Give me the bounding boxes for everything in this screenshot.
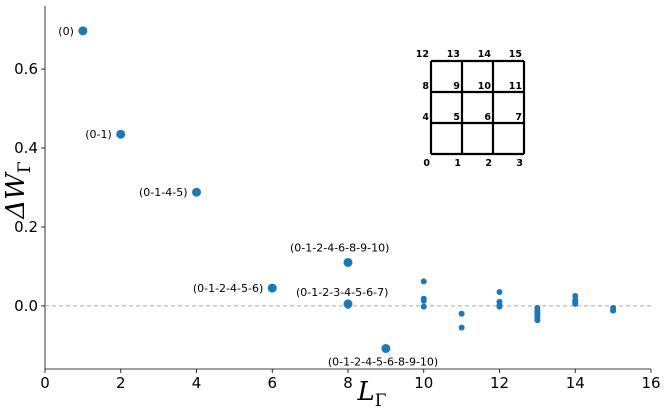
labeled-data-point	[78, 26, 88, 36]
x-tick-label: 12	[490, 374, 509, 392]
point-label: (0-1-2-4-6-8-9-10)	[290, 241, 389, 254]
axes: 0 2 4 6 8 10 12 14 160.00.20.40.6	[14, 6, 661, 392]
x-tick-label: 6	[267, 374, 277, 392]
data-point	[496, 303, 503, 310]
x-axis-label: LΓ	[356, 377, 386, 408]
lattice-site-label: 8	[422, 81, 429, 92]
lattice-site-label: 1	[454, 158, 461, 169]
lattice-site-label: 13	[447, 49, 460, 60]
data-point	[458, 310, 465, 317]
point-label: (0-1)	[85, 128, 112, 141]
lattice-site-label: 3	[516, 158, 523, 169]
data-point	[610, 307, 617, 314]
data-point	[420, 303, 427, 310]
point-label: (0-1-2-4-5-6)	[193, 282, 263, 295]
point-labels: (0) (0-1) (0-1-4-5) (0-1-2-4-5-6) (0-1-2-4-6…	[58, 25, 438, 369]
y-tick-label: 0.4	[14, 139, 38, 157]
y-axis-label: ΔWΓ	[1, 161, 35, 220]
data-point	[420, 278, 427, 285]
labeled-data-point	[343, 257, 353, 267]
lattice-site-label: 2	[485, 158, 492, 169]
labeled-data-point	[267, 283, 277, 293]
data-point	[458, 324, 465, 331]
lattice-site-label: 5	[453, 112, 460, 123]
data-point	[496, 289, 503, 296]
lattice-site-label: 0	[423, 158, 430, 169]
labeled-data-point	[381, 343, 391, 353]
data-point	[420, 297, 427, 304]
lattice-site-label: 10	[478, 81, 492, 92]
y-axis-label-subscript: Γ	[15, 161, 35, 173]
point-label: (0-1-4-5)	[139, 186, 188, 199]
x-tick-label: 0	[40, 374, 50, 392]
x-axis-label-subscript: Γ	[375, 391, 387, 408]
y-tick-label: 0.0	[14, 297, 38, 315]
labeled-data-point	[116, 129, 126, 139]
inset-lattice: 12 13 14 158 9 10 114 5 6 70 1 2 3	[416, 49, 526, 169]
lattice-site-label: 14	[478, 49, 492, 60]
x-tick-label: 14	[566, 374, 585, 392]
lattice-site-label: 12	[416, 49, 429, 60]
y-tick-label: 0.6	[14, 60, 38, 78]
point-label: (0-1-2-4-5-6-8-9-10)	[328, 355, 438, 368]
data-point	[534, 317, 541, 324]
y-tick-label: 0.2	[14, 218, 38, 236]
x-tick-label: 16	[641, 374, 660, 392]
lattice-site-label: 9	[453, 81, 460, 92]
lattice-site-label: 4	[422, 112, 429, 123]
data-point	[572, 300, 579, 307]
x-tick-label: 8	[343, 374, 353, 392]
point-label: (0)	[58, 25, 74, 38]
labeled-data-point	[192, 187, 201, 197]
x-tick-label: 2	[116, 374, 126, 392]
data-points	[78, 26, 617, 353]
x-tick-label: 10	[414, 374, 433, 392]
lattice-site-label: 15	[509, 49, 522, 60]
labeled-data-point	[343, 299, 353, 309]
point-label: (0-1-2-3-4-5-6-7)	[296, 286, 388, 299]
lattice-site-label: 6	[484, 112, 491, 123]
lattice-site-label: 7	[515, 112, 522, 123]
lattice-site-label: 11	[509, 81, 522, 92]
x-tick-label: 4	[192, 374, 202, 392]
